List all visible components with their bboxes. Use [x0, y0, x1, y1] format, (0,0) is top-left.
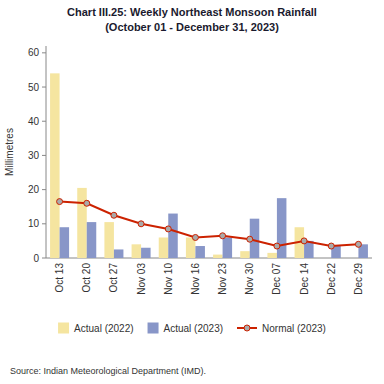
y-tick-label: 50: [28, 82, 40, 93]
y-axis-line: [46, 46, 47, 258]
plot-area: [50, 73, 368, 258]
legend-swatch: [148, 323, 159, 334]
bar: [195, 246, 205, 258]
y-tick: [42, 189, 46, 190]
x-tick-label: Nov 10: [163, 263, 174, 295]
legend-label: Actual (2022): [74, 323, 133, 334]
subtitle: (October 01 - December 31, 2023): [105, 21, 279, 33]
x-tick-label: Oct 13: [54, 263, 65, 293]
line-marker: [220, 233, 226, 239]
y-tick: [42, 52, 46, 53]
line-marker: [274, 243, 280, 249]
bar: [240, 251, 250, 258]
bar: [60, 227, 70, 258]
y-tick-label: 30: [28, 150, 40, 161]
x-tick-label: Dec 07: [271, 263, 282, 295]
y-tick-label: 60: [28, 47, 40, 58]
line-marker: [165, 226, 171, 232]
x-tick-label: Oct 20: [81, 263, 92, 293]
bar: [87, 222, 97, 258]
line-marker: [247, 236, 253, 242]
legend-swatch: [58, 323, 69, 334]
legend-item: Actual (2023): [148, 323, 223, 334]
bar: [223, 237, 233, 258]
bar: [141, 248, 151, 258]
x-tick-label: Nov 16: [190, 263, 201, 295]
bar: [322, 258, 332, 259]
y-tick: [42, 223, 46, 224]
y-tick-label: 20: [28, 184, 40, 195]
legend-item: Normal (2023): [237, 323, 326, 334]
line-marker: [84, 200, 90, 206]
x-tick-label: Nov 30: [244, 263, 255, 295]
bar: [104, 222, 114, 258]
x-tick-label: Oct 27: [108, 263, 119, 293]
line-marker: [57, 199, 63, 205]
y-tick: [42, 87, 46, 88]
legend-swatch: [244, 325, 250, 331]
line-marker: [328, 243, 334, 249]
x-tick-label: Nov 23: [217, 263, 228, 295]
line-marker: [301, 238, 307, 244]
y-tick: [42, 121, 46, 122]
line-marker: [192, 234, 198, 240]
x-tick-label: Dec 14: [299, 263, 310, 295]
line-marker: [138, 221, 144, 227]
line-marker: [111, 212, 117, 218]
x-tick-label: Dec 29: [353, 263, 364, 295]
bar: [159, 237, 169, 258]
bar: [114, 249, 124, 258]
bar: [168, 214, 178, 258]
x-tick-label: Dec 22: [326, 263, 337, 295]
source-note: Source: Indian Meteorological Department…: [10, 366, 206, 376]
legend: Actual (2022) Actual (2023) Normal (2023): [58, 323, 326, 334]
y-axis: 0 10 20 30 40 50 60: [28, 46, 46, 264]
y-tick: [42, 155, 46, 156]
chart: Chart III.25: Weekly Northeast Monsoon R…: [0, 0, 384, 384]
bar: [213, 255, 223, 258]
x-axis: Oct 13 Oct 20 Oct 27 Nov 03 Nov 10 Nov 16 Nov …: [46, 258, 372, 295]
bar: [50, 73, 60, 258]
y-tick-label: 0: [33, 253, 39, 264]
title: Chart III.25: Weekly Northeast Monsoon R…: [67, 6, 317, 18]
x-tick-label: Nov 03: [136, 263, 147, 295]
line: [60, 202, 359, 246]
y-axis-label: Millimetres: [4, 128, 15, 176]
y-tick: [42, 258, 46, 259]
bar: [267, 253, 277, 258]
line-marker: [355, 241, 361, 247]
legend-item: Actual (2022): [58, 323, 133, 334]
bar: [132, 244, 142, 258]
legend-label: Actual (2023): [164, 323, 223, 334]
y-tick-label: 40: [28, 116, 40, 127]
bar: [349, 258, 359, 259]
legend-label: Normal (2023): [262, 323, 326, 334]
bar: [77, 188, 87, 258]
y-tick-label: 10: [28, 218, 40, 229]
